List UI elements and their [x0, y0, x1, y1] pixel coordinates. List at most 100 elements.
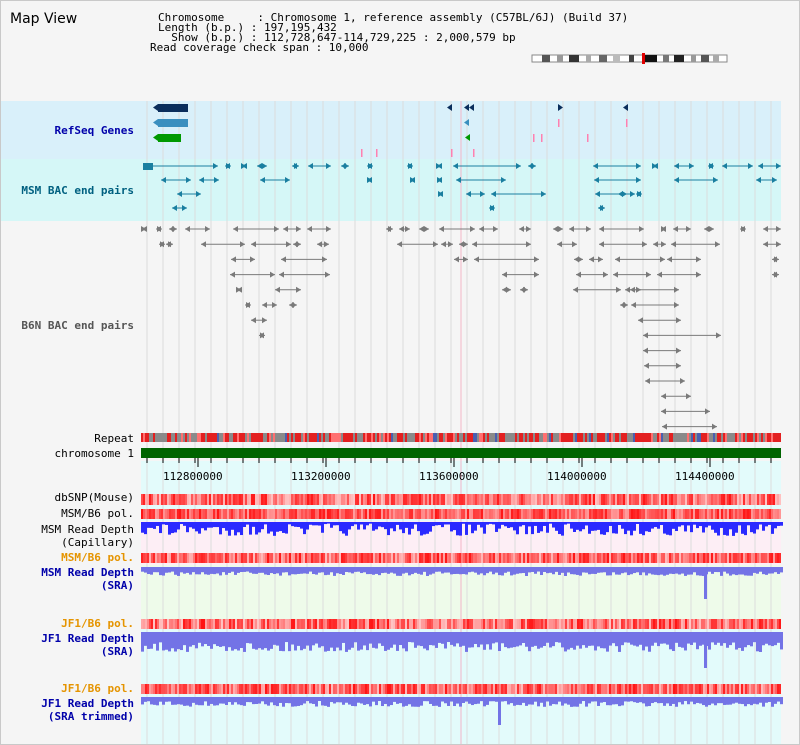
heat-cell — [433, 619, 435, 629]
heat-cell — [583, 494, 585, 505]
heat-cell — [251, 684, 253, 694]
page-title: Map View — [10, 11, 78, 27]
heat-cell — [599, 494, 601, 505]
heat-cell — [283, 553, 285, 563]
heat-cell — [607, 494, 609, 505]
read-depth-bar — [294, 567, 297, 575]
heat-cell — [417, 553, 419, 563]
repeat-segment — [601, 433, 603, 442]
heat-cell — [461, 509, 463, 519]
msm-bac-label[interactable]: MSM BAC end pairs — [21, 184, 134, 197]
read-depth-bar — [729, 632, 732, 646]
heat-cell — [593, 553, 595, 563]
heat-cell — [523, 494, 525, 505]
heat-cell — [335, 553, 337, 563]
read-depth-bar — [282, 522, 285, 533]
heat-cell — [505, 494, 507, 505]
read-depth-bar — [162, 697, 165, 705]
heat-cell — [525, 619, 527, 629]
read-depth-bar — [300, 522, 303, 529]
b6n-bac-label[interactable]: B6N BAC end pairs — [21, 319, 134, 332]
read-depth-bar — [261, 522, 264, 530]
read-depth-bar — [696, 697, 699, 703]
repeat-segment — [175, 433, 177, 442]
read-depth-bar — [270, 697, 273, 703]
heat-cell — [667, 553, 669, 563]
heat-cell — [429, 553, 431, 563]
repeat-segment — [397, 433, 399, 442]
repeat-segment — [349, 433, 351, 442]
heat-cell — [693, 619, 695, 629]
heat-cell — [495, 684, 497, 694]
read-depth-bar — [291, 522, 294, 527]
read-depth-bar — [642, 697, 645, 704]
read-depth-bar — [486, 697, 489, 705]
heat-cell — [665, 509, 667, 519]
b6n-bac-pair-end — [296, 226, 301, 232]
read-depth-bar — [378, 697, 381, 702]
msm-bac-pair-end — [593, 163, 598, 169]
read-depth-bar — [678, 567, 681, 575]
heat-cell — [551, 619, 553, 629]
heat-cell — [495, 509, 497, 519]
heat-cell — [369, 509, 371, 519]
repeat-segment — [683, 433, 685, 442]
read-depth-bar — [594, 632, 597, 651]
heat-cell — [187, 619, 189, 629]
read-depth-bar — [312, 697, 315, 704]
b6n-bac-pair-end — [763, 226, 768, 232]
read-depth-bar — [402, 567, 405, 574]
repeat-segment — [195, 433, 197, 442]
heat-cell — [481, 684, 483, 694]
heat-cell — [603, 553, 605, 563]
read-depth-bar — [297, 632, 300, 646]
heat-cell — [741, 509, 743, 519]
repeat-segment — [557, 433, 559, 442]
read-depth-bar — [477, 522, 480, 525]
heat-cell — [377, 494, 379, 505]
heat-cell — [343, 509, 345, 519]
heat-cell — [311, 509, 313, 519]
repeat-segment — [773, 433, 775, 442]
heat-cell — [753, 553, 755, 563]
heat-cell — [193, 684, 195, 694]
heat-cell — [533, 619, 535, 629]
heat-cell — [387, 494, 389, 505]
heat-cell — [591, 684, 593, 694]
read-depth-bar — [612, 697, 615, 705]
heat-cell — [407, 494, 409, 505]
heat-cell — [709, 494, 711, 505]
heat-cell — [519, 619, 521, 629]
read-depth-bar — [702, 567, 705, 576]
heat-cell — [655, 619, 657, 629]
refseq-genes-label[interactable]: RefSeq Genes — [54, 124, 134, 137]
read-depth-bar — [342, 632, 345, 643]
heat-cell — [567, 684, 569, 694]
heat-cell — [195, 619, 197, 629]
read-depth-bar — [621, 697, 624, 706]
read-depth-bar — [714, 697, 717, 706]
repeat-segment — [167, 433, 169, 442]
heat-cell — [681, 619, 683, 629]
heat-cell — [737, 509, 739, 519]
read-depth-bar — [771, 632, 774, 647]
heat-cell — [341, 553, 343, 563]
read-depth-bar — [537, 697, 540, 707]
read-depth-bar — [171, 522, 174, 534]
heat-cell — [247, 553, 249, 563]
read-depth-bar — [153, 567, 156, 573]
heat-cell — [239, 619, 241, 629]
heat-cell — [607, 684, 609, 694]
heat-cell — [235, 553, 237, 563]
repeat-segment — [615, 433, 617, 442]
heat-cell — [761, 494, 763, 505]
read-depth-bar — [621, 522, 624, 529]
heat-cell — [369, 619, 371, 629]
heat-cell — [283, 509, 285, 519]
heat-cell — [439, 494, 441, 505]
heat-cell — [531, 494, 533, 505]
heat-cell — [153, 553, 155, 563]
b6n-bac-pair-end — [715, 241, 720, 248]
heat-cell — [451, 494, 453, 505]
